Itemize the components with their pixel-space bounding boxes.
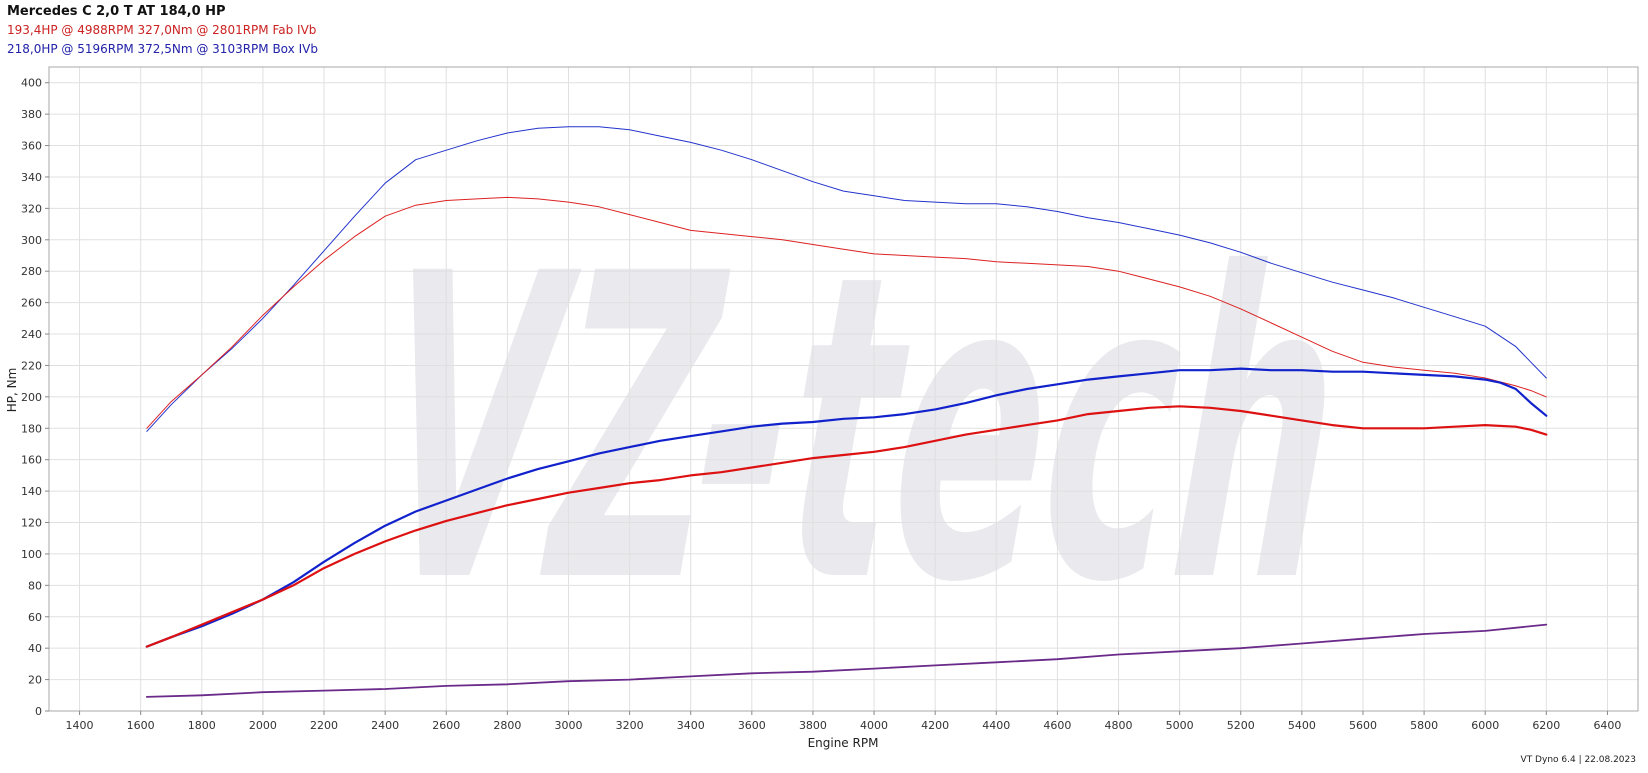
x-tick-label: 2800 bbox=[493, 719, 521, 732]
run-summary-box: 218,0HP @ 5196RPM 372,5Nm @ 3103RPM Box … bbox=[7, 42, 318, 56]
plot-border bbox=[48, 66, 1639, 712]
x-tick-label: 3000 bbox=[554, 719, 582, 732]
y-tick-label: 20 bbox=[28, 674, 42, 687]
y-tick-label: 360 bbox=[21, 140, 42, 153]
x-tick-label: 3200 bbox=[616, 719, 644, 732]
y-tick-label: 60 bbox=[28, 611, 42, 624]
y-tick-label: 200 bbox=[21, 391, 42, 404]
chart-title: Mercedes C 2,0 T AT 184,0 HP bbox=[7, 4, 226, 19]
footer-version: VT Dyno 6.4 | 22.08.2023 bbox=[1520, 755, 1636, 765]
x-tick-label: 3400 bbox=[677, 719, 705, 732]
run-summary-fab: 193,4HP @ 4988RPM 327,0Nm @ 2801RPM Fab … bbox=[7, 23, 317, 37]
x-tick-label: 6200 bbox=[1532, 719, 1560, 732]
y-tick-label: 160 bbox=[21, 454, 42, 467]
x-tick-label: 3800 bbox=[799, 719, 827, 732]
y-tick-label: 80 bbox=[28, 579, 42, 592]
x-tick-label: 5400 bbox=[1288, 719, 1316, 732]
watermark: VZ-tech bbox=[368, 186, 1352, 674]
x-tick-label: 5800 bbox=[1410, 719, 1438, 732]
y-tick-label: 220 bbox=[21, 359, 42, 372]
series-line-0 bbox=[146, 126, 1547, 432]
y-tick-label: 400 bbox=[21, 77, 42, 90]
x-tick-label: 2200 bbox=[310, 719, 338, 732]
x-tick-label: 3600 bbox=[738, 719, 766, 732]
y-tick-label: 240 bbox=[21, 328, 42, 341]
x-tick-label: 4200 bbox=[921, 719, 949, 732]
x-tick-label: 6000 bbox=[1471, 719, 1499, 732]
y-tick-label: 140 bbox=[21, 485, 42, 498]
y-tick-label: 120 bbox=[21, 517, 42, 530]
y-tick-label: 320 bbox=[21, 202, 42, 215]
x-tick-label: 6400 bbox=[1593, 719, 1621, 732]
series-line-4 bbox=[145, 623, 1548, 698]
x-axis: 1400 1600 1800 2000 2200 2400 2600 2800 3000 3200… bbox=[66, 711, 1621, 732]
y-axis: 0 20 40 60 80 100 120 140 160 180 200 220 240 260 280 3… bbox=[21, 77, 49, 718]
series-line-1 bbox=[146, 196, 1547, 429]
watermark-text: VZ-tech bbox=[368, 186, 1352, 674]
x-tick-label: 1400 bbox=[66, 719, 94, 732]
y-tick-label: 40 bbox=[28, 642, 42, 655]
x-tick-label: 4000 bbox=[860, 719, 888, 732]
x-tick-label: 1600 bbox=[127, 719, 155, 732]
x-axis-label: Engine RPM bbox=[808, 736, 879, 750]
x-tick-label: 2600 bbox=[432, 719, 460, 732]
y-tick-label: 300 bbox=[21, 234, 42, 247]
y-tick-label: 380 bbox=[21, 108, 42, 121]
y-tick-label: 180 bbox=[21, 422, 42, 435]
x-tick-label: 1800 bbox=[188, 719, 216, 732]
series-line-2 bbox=[145, 367, 1548, 648]
y-tick-label: 280 bbox=[21, 265, 42, 278]
x-tick-label: 2400 bbox=[371, 719, 399, 732]
x-tick-label: 4600 bbox=[1043, 719, 1071, 732]
x-tick-label: 5000 bbox=[1166, 719, 1194, 732]
series-line-3 bbox=[145, 405, 1548, 648]
x-tick-label: 5200 bbox=[1227, 719, 1255, 732]
y-tick-label: 100 bbox=[21, 548, 42, 561]
y-tick-label: 0 bbox=[35, 705, 42, 718]
series-group bbox=[145, 126, 1548, 698]
x-tick-label: 4400 bbox=[982, 719, 1010, 732]
y-axis-label: HP, Nm bbox=[5, 368, 19, 413]
y-tick-label: 260 bbox=[21, 297, 42, 310]
x-tick-label: 2000 bbox=[249, 719, 277, 732]
y-tick-label: 340 bbox=[21, 171, 42, 184]
x-tick-label: 5600 bbox=[1349, 719, 1377, 732]
x-tick-label: 4800 bbox=[1105, 719, 1133, 732]
